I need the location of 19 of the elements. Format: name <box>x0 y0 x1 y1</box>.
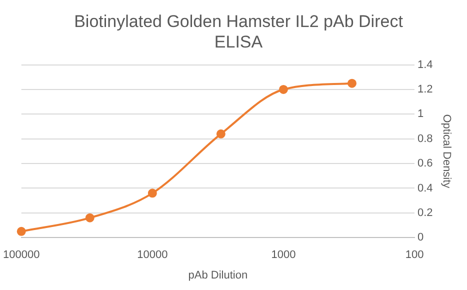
x-tick-label: 1000 <box>271 249 296 262</box>
y-tick-label: 0.6 <box>418 158 433 170</box>
x-axis-title: pAb Dilution <box>188 269 248 282</box>
x-tick-label: 10000 <box>137 249 168 262</box>
y-tick-label: 0.2 <box>418 206 433 219</box>
y-tick-label: 0.8 <box>418 132 433 145</box>
y-tick-label: 0.4 <box>418 182 433 194</box>
y-tick-label: 1 <box>418 108 424 120</box>
point <box>216 129 226 138</box>
point <box>347 78 356 88</box>
point <box>148 188 157 198</box>
x-tick-label: 100 <box>405 249 424 262</box>
y-axis-title: Optical Density <box>440 114 452 189</box>
point <box>16 226 26 236</box>
y-tick-label: 1.2 <box>418 84 433 96</box>
y-tick-label: 1.4 <box>418 58 433 71</box>
x-tick-label: 100000 <box>2 249 40 262</box>
y-tick-label: 0 <box>418 232 424 244</box>
chart-title: Biotinylated Golden Hamster IL2 pAb Direct ELISA <box>74 12 404 52</box>
